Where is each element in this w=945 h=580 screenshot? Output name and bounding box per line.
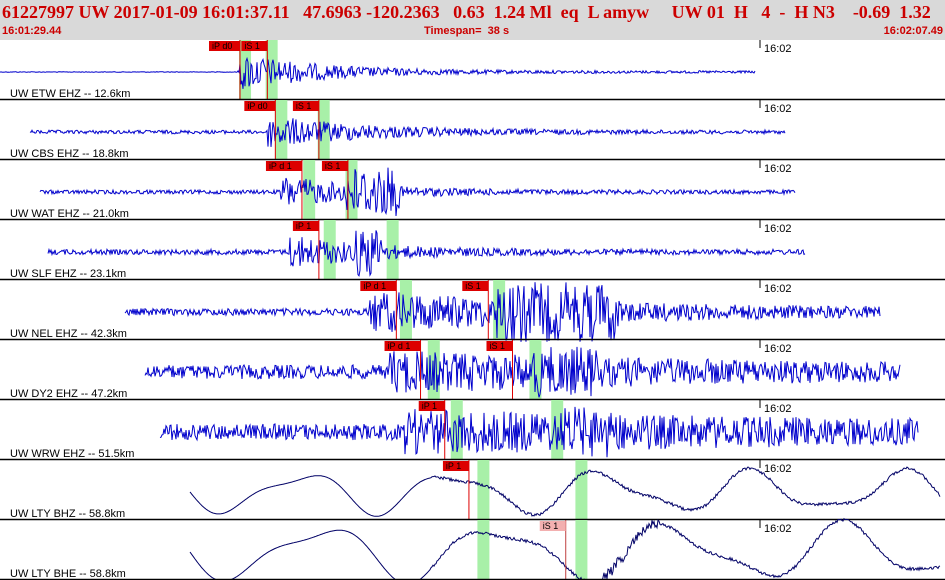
station-label: UW LTY BHE -- 58.8km — [10, 568, 126, 580]
phase-pick-label: iP d 1 — [269, 161, 292, 171]
travel-time-window — [317, 100, 330, 160]
travel-time-window — [575, 460, 588, 520]
phase-pick-flag[interactable] — [292, 101, 319, 111]
trace-panel[interactable]: 16:02 iS 1 UW LTY BHE -- 58.8km — [0, 517, 945, 580]
minute-label: 16:02 — [764, 523, 792, 535]
waveform — [159, 406, 919, 458]
trace-panel[interactable]: 16:02 iP d0 iS 1 UW CBS EHZ -- 18.8km — [0, 100, 945, 161]
waveform — [144, 346, 901, 398]
minute-label: 16:02 — [764, 103, 792, 115]
phase-pick-label: iS 1 — [325, 161, 341, 171]
station-label: UW NEL EHZ -- 42.3km — [10, 328, 127, 340]
phase-pick-flag[interactable] — [539, 521, 566, 531]
station-label: UW WAT EHZ -- 21.0km — [10, 208, 129, 220]
phase-pick-flag[interactable] — [241, 41, 268, 51]
minute-label: 16:02 — [764, 283, 792, 295]
trace-panel[interactable]: 16:02 iP d 1 iS 1 UW NEL EHZ -- 42.3km — [0, 280, 945, 342]
phase-pick-flag[interactable] — [442, 461, 469, 471]
phase-pick-flag[interactable] — [244, 101, 276, 111]
waveform — [29, 118, 786, 147]
phase-pick-flag[interactable] — [360, 281, 397, 291]
travel-time-window — [551, 400, 564, 460]
event-title: 61227997 UW 2017-01-09 16:01:37.11 47.69… — [2, 2, 931, 22]
minute-label: 16:02 — [764, 223, 792, 235]
waveform — [0, 56, 756, 89]
phase-pick-flag[interactable] — [418, 401, 445, 411]
waveform — [39, 167, 796, 217]
waveform — [189, 466, 941, 517]
seismogram-panels[interactable]: 16:02 iP d0 iS 1 UW ETW EHZ -- 12.6km 16:02 i… — [0, 40, 945, 580]
phase-pick-flag[interactable] — [209, 41, 240, 51]
phase-pick-label: iP 1 — [422, 401, 437, 411]
phase-pick-label: iS 1 — [465, 281, 481, 291]
end-time: 16:02:07.49 — [883, 25, 943, 37]
phase-pick-flag[interactable] — [462, 281, 489, 291]
trace-panel[interactable]: 16:02 iP d 1 iS 1 UW WAT EHZ -- 21.0km — [0, 160, 945, 221]
phase-pick-label: iP 1 — [296, 221, 311, 231]
phase-pick-flag[interactable] — [384, 341, 421, 351]
phase-pick-flag[interactable] — [486, 341, 513, 351]
phase-pick-label: iS 1 — [296, 101, 312, 111]
phase-pick-label: iS 1 — [489, 341, 505, 351]
station-label: UW SLF EHZ -- 23.1km — [10, 268, 126, 280]
minute-label: 16:02 — [764, 43, 792, 55]
phase-pick-label: iP d0 — [247, 101, 267, 111]
phase-pick-flag[interactable] — [321, 161, 348, 171]
trace-panel[interactable]: 16:02 iP d 1 iS 1 UW DY2 EHZ -- 47.2km — [0, 340, 945, 401]
travel-time-window — [575, 520, 588, 580]
trace-panel[interactable]: 16:02 iP d0 iS 1 UW ETW EHZ -- 12.6km — [0, 40, 945, 101]
phase-pick-label: iS 1 — [543, 521, 559, 531]
phase-pick-label: iP 1 — [446, 461, 461, 471]
station-label: UW WRW EHZ -- 51.5km — [10, 448, 134, 460]
travel-time-window — [529, 340, 542, 400]
phase-pick-flag[interactable] — [292, 221, 319, 231]
travel-time-window — [477, 460, 490, 520]
travel-time-window — [450, 400, 463, 460]
start-time: 16:01:29.44 — [2, 25, 62, 37]
station-label: UW LTY BHZ -- 58.8km — [10, 508, 125, 520]
header-bar: 61227997 UW 2017-01-09 16:01:37.11 47.69… — [0, 0, 945, 40]
trace-panel[interactable]: 16:02 iP 1 UW LTY BHZ -- 58.8km — [0, 460, 945, 521]
waveform — [124, 282, 881, 342]
minute-label: 16:02 — [764, 463, 792, 475]
timespan-label: Timespan= 38 s — [424, 25, 510, 37]
phase-pick-label: iP d0 — [212, 41, 232, 51]
trace-panel[interactable]: 16:02 iP 1 UW SLF EHZ -- 23.1km — [0, 220, 945, 281]
waveform — [47, 230, 806, 277]
trace-panel[interactable]: 16:02 iP 1 UW WRW EHZ -- 51.5km — [0, 400, 945, 461]
travel-time-window — [477, 520, 490, 580]
phase-pick-label: iS 1 — [244, 41, 260, 51]
minute-label: 16:02 — [764, 343, 792, 355]
travel-time-window — [323, 220, 336, 280]
station-label: UW ETW EHZ -- 12.6km — [10, 88, 130, 100]
waveform — [189, 517, 941, 580]
phase-pick-label: iP d 1 — [388, 341, 411, 351]
station-label: UW DY2 EHZ -- 47.2km — [10, 388, 127, 400]
minute-label: 16:02 — [764, 403, 792, 415]
phase-pick-label: iP d 1 — [363, 281, 386, 291]
minute-label: 16:02 — [764, 163, 792, 175]
station-label: UW CBS EHZ -- 18.8km — [10, 148, 129, 160]
travel-time-window — [275, 100, 288, 160]
phase-pick-flag[interactable] — [265, 161, 302, 171]
